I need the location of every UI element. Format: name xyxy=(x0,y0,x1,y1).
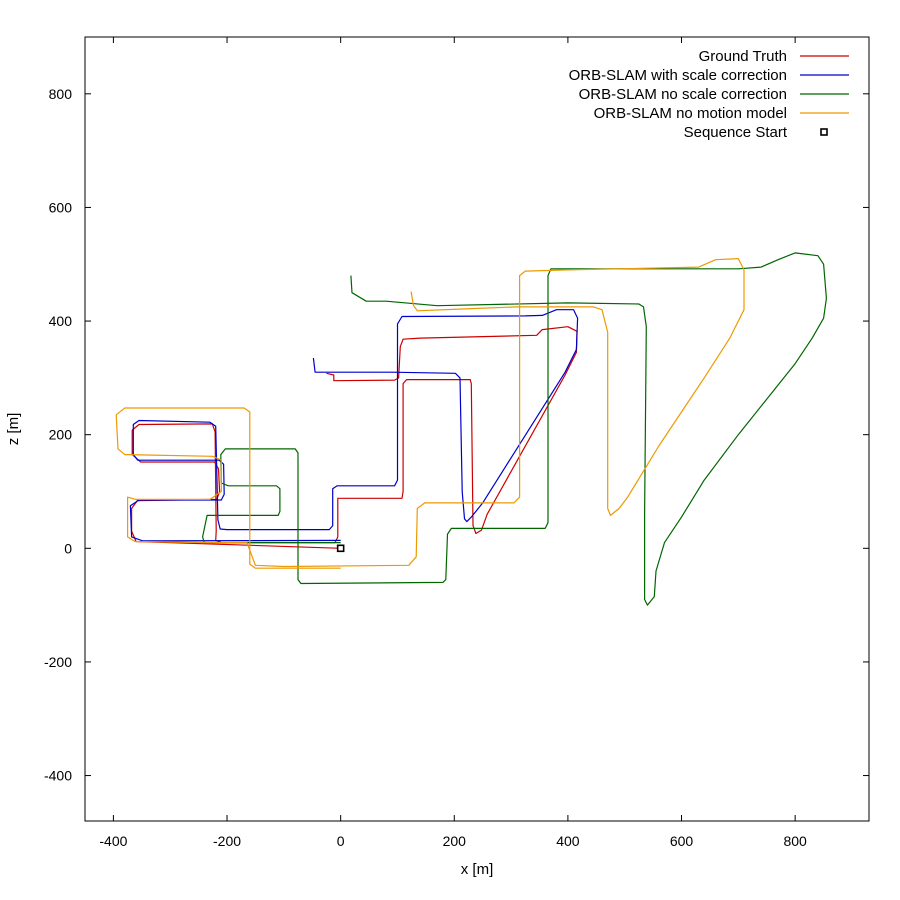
marker-layer xyxy=(336,544,345,553)
legend-marker-swatch xyxy=(820,128,828,136)
x-tick-label: 200 xyxy=(443,833,467,849)
legend-label: ORB-SLAM no motion model xyxy=(594,105,787,122)
y-tick-label: 400 xyxy=(49,313,73,329)
y-tick-label: 800 xyxy=(49,86,73,102)
series-line-2 xyxy=(129,309,579,542)
series-line-3 xyxy=(202,252,828,606)
plot-frame xyxy=(84,36,870,822)
y-axis-label: z [m] xyxy=(5,413,22,446)
y-tick-label: -200 xyxy=(44,654,72,670)
series-layer xyxy=(115,252,828,606)
x-axis-label: x [m] xyxy=(461,861,494,878)
x-tick-label: 600 xyxy=(670,833,694,849)
legend-label: ORB-SLAM with scale correction xyxy=(569,67,787,84)
legend-label: ORB-SLAM no scale correction xyxy=(579,86,787,103)
legend-label: Ground Truth xyxy=(699,48,787,65)
sequence-start-marker xyxy=(336,544,345,553)
legend-label: Sequence Start xyxy=(684,124,788,141)
x-tick-label: -200 xyxy=(213,833,241,849)
x-tick-label: -400 xyxy=(99,833,127,849)
x-tick-label: 0 xyxy=(337,833,345,849)
y-tick-label: -400 xyxy=(44,768,72,784)
y-tick-label: 200 xyxy=(49,427,73,443)
y-tick-label: 600 xyxy=(49,199,73,215)
y-tick-label: 0 xyxy=(64,540,72,556)
series-line-4 xyxy=(115,258,745,569)
x-tick-label: 400 xyxy=(556,833,580,849)
x-tick-label: 800 xyxy=(783,833,807,849)
ticks-layer: -400 -200 0 200 400 600 800 -400 -200 0 200 400 600 8… xyxy=(44,37,869,849)
legend: Ground Truth ORB-SLAM with scale correcti… xyxy=(569,48,849,141)
